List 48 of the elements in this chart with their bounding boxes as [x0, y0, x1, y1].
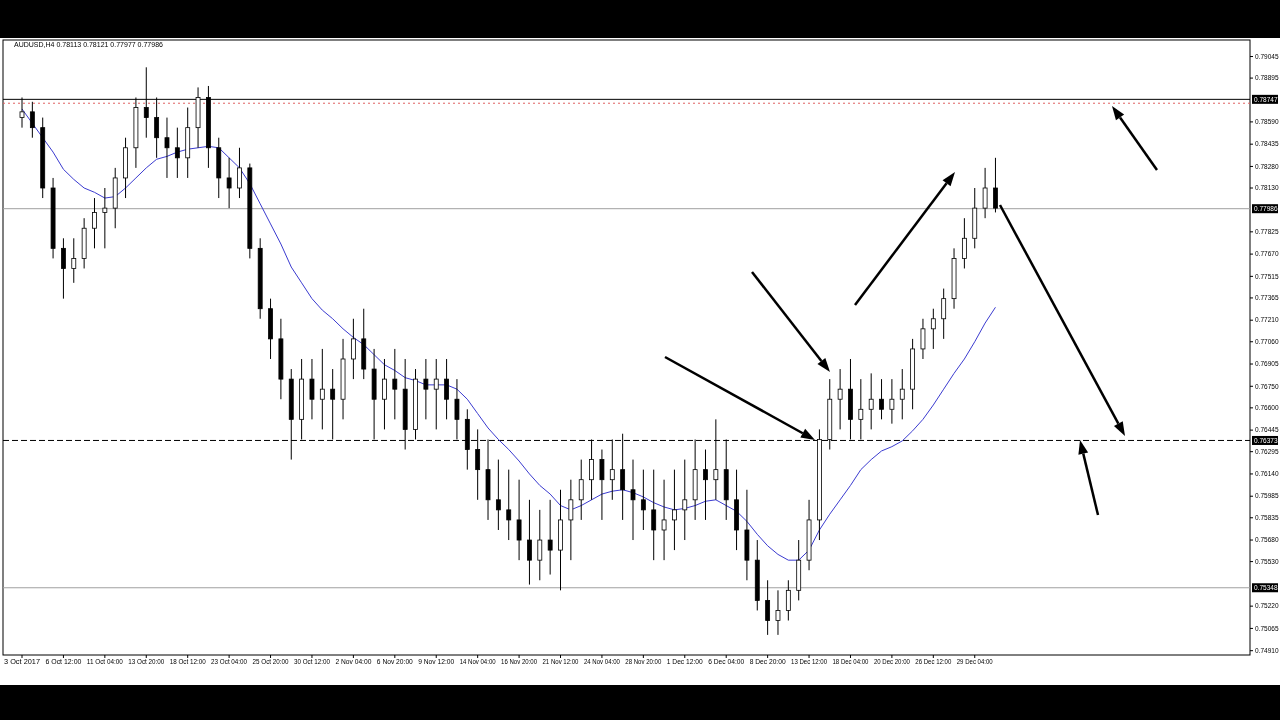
candlestick	[164, 117, 170, 179]
candlestick	[61, 237, 66, 300]
candlestick	[506, 469, 512, 541]
candlestick	[765, 579, 771, 636]
candlestick	[775, 589, 781, 636]
candlestick	[651, 469, 657, 561]
candlestick	[537, 509, 543, 581]
candlestick	[672, 469, 677, 551]
candlestick	[920, 318, 926, 360]
candlestick	[889, 378, 895, 425]
candlestick	[392, 348, 398, 420]
candlestick	[29, 101, 35, 139]
candlestick	[547, 499, 553, 576]
candlestick	[71, 237, 77, 284]
candlestick	[837, 368, 843, 430]
candlestick	[879, 378, 884, 420]
candlestick	[495, 459, 501, 531]
candlestick	[319, 348, 325, 430]
candlestick	[174, 127, 180, 179]
candlestick	[433, 358, 439, 430]
candlestick	[941, 288, 947, 340]
line-series	[21, 108, 996, 561]
candlestick	[444, 358, 449, 420]
candlestick	[930, 308, 936, 350]
candlestick	[993, 157, 998, 213]
candlestick	[899, 368, 905, 420]
candlestick	[599, 449, 605, 521]
candlestick	[423, 358, 429, 420]
candlestick	[785, 579, 791, 622]
candlestick	[568, 479, 574, 561]
candlestick	[527, 499, 532, 586]
candlestick	[868, 372, 874, 430]
candlestick	[350, 318, 356, 380]
candlestick	[382, 358, 387, 430]
candlestick	[640, 469, 646, 531]
candlestick	[226, 157, 232, 209]
candlestick	[92, 197, 97, 249]
candlestick	[661, 479, 667, 561]
candlestick	[703, 449, 708, 521]
candlestick	[682, 459, 688, 541]
candlestick	[516, 479, 522, 561]
candlestick	[237, 147, 242, 199]
candlestick	[578, 459, 584, 521]
candlestick	[961, 217, 967, 269]
candlestick	[309, 358, 315, 420]
candlestick	[102, 187, 108, 249]
candlestick	[982, 167, 988, 219]
candlestick	[630, 459, 636, 541]
